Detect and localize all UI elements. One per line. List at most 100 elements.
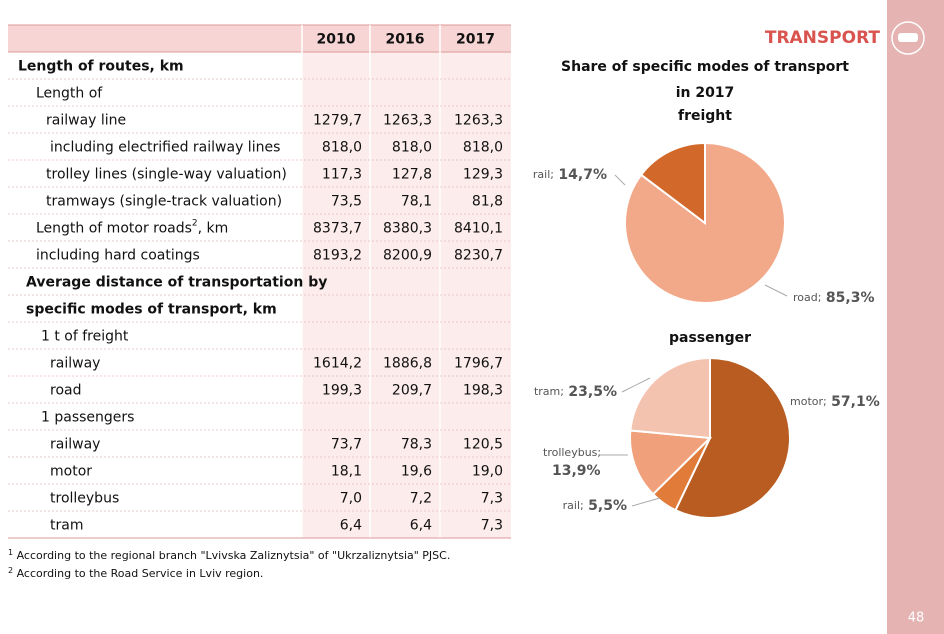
cell: 8380,3 [383,221,432,237]
label: tram [50,518,83,534]
row-label: including hard coatings [36,248,200,264]
slice-value: 85,3% [826,290,875,306]
cell: 818,0 [463,140,503,156]
cell: 19,6 [401,464,432,480]
cell: 73,5 [331,194,362,210]
charts-title: in 2017 [676,85,735,101]
cell: 6,4 [340,518,362,534]
slice-category: motor; [790,395,827,408]
cell: 7,2 [410,491,432,507]
slice-category: rail; [533,168,554,181]
slice-label: motor; 57,1% [790,394,880,410]
label: including hard coatings [36,248,200,264]
cell: 81,8 [472,194,503,210]
row-label: Length of [36,86,103,102]
table: 2010 2016 2017 Length of routes, km Length o… [8,24,511,581]
cell: 73,7 [331,437,362,453]
label: railway [50,437,100,453]
label: motor [50,464,92,480]
cell: 19,0 [472,464,503,480]
cell: 8410,1 [454,221,503,237]
footnote-mark: 2 [8,566,13,575]
label: railway [50,356,100,372]
leader-line [631,497,661,507]
label: tramways (single-track valuation) [46,194,282,210]
label: specific modes of transport, km [26,302,277,318]
label: Length of routes, km [18,59,184,75]
pie-slice [629,429,713,496]
cell: 7,3 [481,518,503,534]
slice-value: 5,5% [588,498,627,514]
label-rest: , km [198,221,229,237]
pie-title: passenger [669,330,751,346]
slice-label: trolleybus; [543,446,601,459]
charts-title: Share of specific modes of transport [561,59,849,75]
icon-car [898,33,918,42]
row-label: 1 passengers [41,410,134,426]
slice-label: tram; 23,5% [534,384,617,400]
slice-label: road; 85,3% [793,290,874,306]
column-header: 2010 [317,32,356,48]
cell: 1796,7 [454,356,503,372]
row-label: railway [50,356,100,372]
label: Average distance of transportation by [26,275,327,291]
cell: 8373,7 [313,221,362,237]
charts: Share of specific modes of transport in 2… [533,59,880,519]
cell: 1263,3 [383,113,432,129]
cell: 8230,7 [454,248,503,264]
cell: 1279,7 [313,113,362,129]
pie-slice [629,356,711,440]
label: Length of motor roads [36,221,192,237]
row-label: tram [50,518,83,534]
slice-value: 14,7% [558,167,607,183]
cell: 120,5 [463,437,503,453]
row-label: tramways (single-track valuation) [46,194,282,210]
row-label: 1 t of freight [41,329,129,345]
cell: 1886,8 [383,356,432,372]
page-number: 48 [908,611,925,626]
slice-category: tram; [534,385,564,398]
row-label: trolley lines (single-way valuation) [46,167,287,183]
row-label: road [50,383,81,399]
cell: 7,3 [481,491,503,507]
cell: 7,0 [340,491,362,507]
slice-value: 13,9% [552,463,601,479]
footnote-mark: 1 [8,548,13,557]
cell: 198,3 [463,383,503,399]
cell: 78,3 [401,437,432,453]
label: including electrified railway lines [50,140,280,156]
slice-category: road; [793,291,821,304]
pie-title: freight [678,108,732,124]
section-title: TRANSPORT [765,28,881,48]
label: 1 t of freight [41,329,129,345]
footnote: 2 According to the Road Service in Lviv … [8,566,263,581]
cell: 1614,2 [313,356,362,372]
row-label: railway line [46,113,126,129]
column-header: 2016 [386,32,425,48]
slice-category: rail; [563,499,584,512]
leader-line [764,284,788,297]
cell: 78,1 [401,194,432,210]
label: Length of [36,86,103,102]
superscript: 2 [192,218,198,228]
cell: 6,4 [410,518,432,534]
row-label: railway [50,437,100,453]
row-label: trolleybus [50,491,119,507]
cell: 129,3 [463,167,503,183]
cell: 8193,2 [313,248,362,264]
label: railway line [46,113,126,129]
row-label: motor [50,464,92,480]
footnote-text: According to the Road Service in Lviv re… [13,567,263,580]
pie-slice [674,356,791,519]
label: 1 passengers [41,410,134,426]
column-header: 2017 [456,32,495,48]
row-label: including electrified railway lines [50,140,280,156]
leader-line [621,377,651,393]
footnote-text: According to the regional branch "Lvivsk… [13,549,450,562]
row-label: Length of motor roads2, km [36,218,228,237]
slice-value: 23,5% [568,384,617,400]
leader-line [614,174,626,186]
row-label: Length of routes, km [18,59,184,75]
sidebar [887,0,944,634]
